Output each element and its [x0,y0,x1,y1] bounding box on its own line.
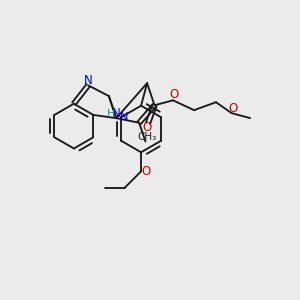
Text: O: O [229,102,238,115]
Text: H: H [107,109,115,119]
Text: O: O [170,88,179,101]
Text: N: N [84,74,93,87]
Text: O: O [142,122,152,134]
Text: N: N [120,112,128,122]
Text: CH₃: CH₃ [137,132,156,142]
Text: N: N [112,106,121,120]
Text: O: O [142,165,151,178]
